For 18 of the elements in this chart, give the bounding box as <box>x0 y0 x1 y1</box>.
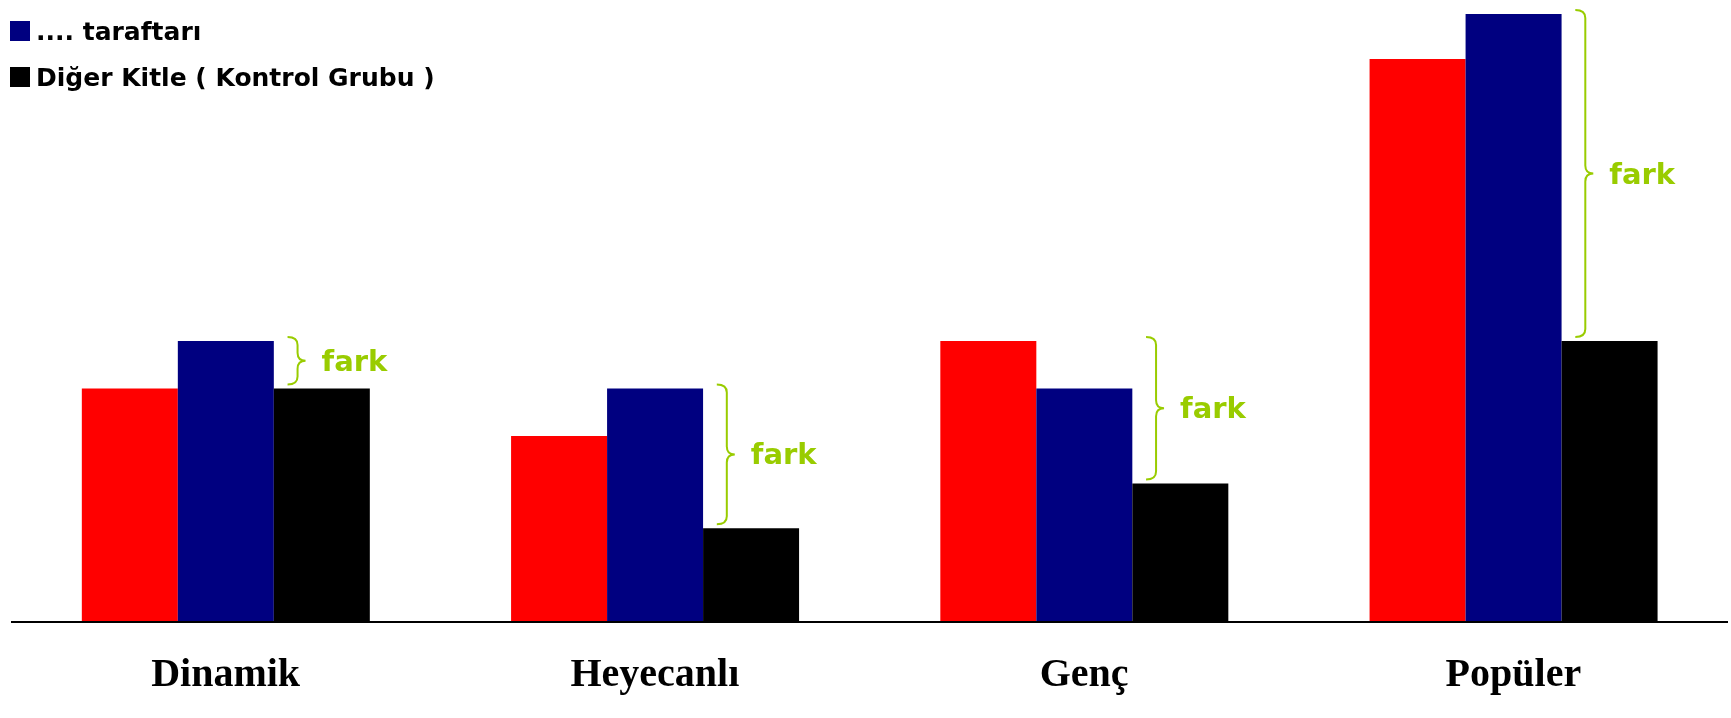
annotation: fark <box>321 343 389 378</box>
annotation: fark <box>1180 391 1247 426</box>
bar <box>1036 388 1133 622</box>
bar <box>940 341 1037 622</box>
annotation: fark <box>1609 156 1676 191</box>
x-tick-label: Dinamik <box>151 650 301 696</box>
bar <box>1369 58 1466 622</box>
bar <box>607 388 704 622</box>
bar <box>511 435 608 622</box>
bar <box>1465 14 1562 622</box>
legend-label: Diğer Kitle ( Kontrol Grubu ) <box>36 62 435 92</box>
x-tick-label: Genç <box>1039 650 1129 696</box>
bar <box>177 341 274 622</box>
annotation: fark <box>750 437 818 472</box>
x-tick-label: Heyecanlı <box>570 650 740 696</box>
legend-label: .... taraftarı <box>36 16 202 46</box>
bar <box>81 388 178 622</box>
x-tick-label: Popüler <box>1445 650 1582 696</box>
